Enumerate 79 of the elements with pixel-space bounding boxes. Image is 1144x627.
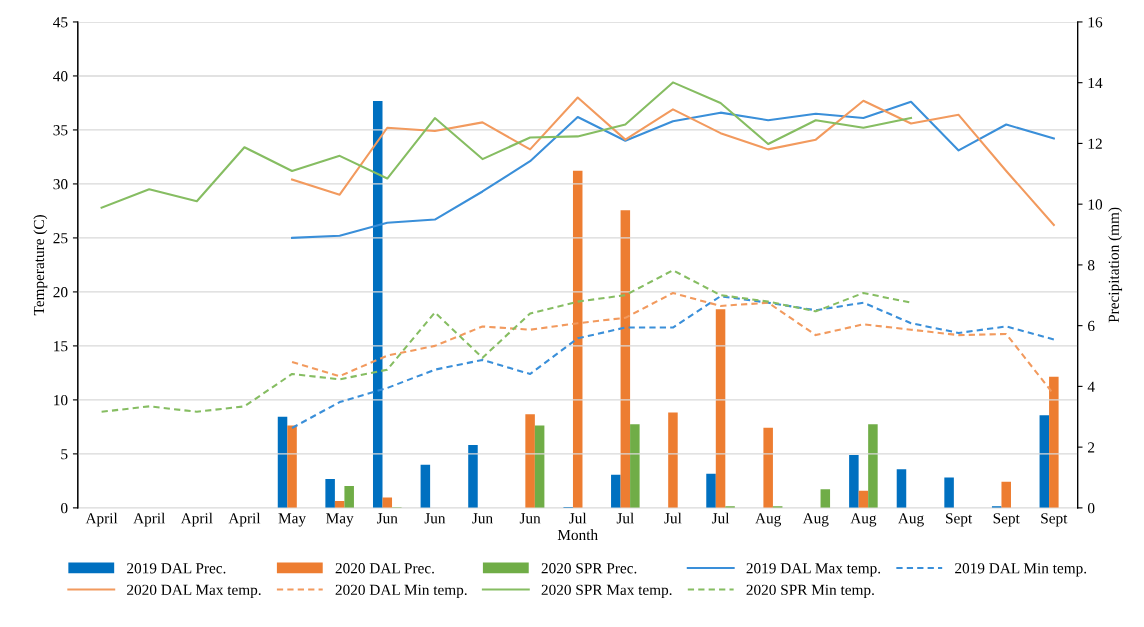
x-tick-label: April (180, 512, 213, 527)
x-tick-label: May (326, 513, 354, 527)
x-axis-title: Month (557, 529, 598, 541)
bar (868, 424, 878, 508)
y-tick-label: 5 (61, 449, 68, 460)
bar (1039, 415, 1050, 508)
x-tick-label: Aug (850, 513, 877, 527)
bar (344, 486, 354, 508)
x-tick-label: Jun (519, 513, 541, 524)
bar (325, 479, 335, 508)
bar (277, 416, 288, 508)
bar (849, 455, 859, 508)
bar (763, 427, 773, 508)
bar (630, 424, 640, 508)
y2-tick-label: 12 (1088, 138, 1102, 149)
y-tick-label: 35 (53, 125, 68, 136)
bar (668, 412, 678, 508)
bar (820, 489, 831, 508)
legend-label: 2020 SPR Max temp. (541, 584, 672, 599)
legend-label: 2019 DAL Min temp. (955, 563, 1087, 577)
bar (287, 425, 297, 508)
y2-tick-label: 14 (1088, 77, 1103, 88)
bar (620, 210, 631, 508)
y-tick-label: 30 (53, 179, 68, 190)
legend-label: 2019 DAL Prec. (127, 563, 226, 574)
y2-tick-label: 0 (1087, 503, 1095, 514)
bar (896, 469, 907, 508)
bar (420, 464, 431, 508)
x-tick-label: Jun (424, 513, 446, 524)
x-tick-label: Sept (1041, 513, 1068, 527)
y2-tick-label: 8 (1087, 260, 1095, 271)
y2-tick-label: 16 (1088, 17, 1103, 28)
bar (944, 477, 954, 508)
x-tick-label: April (228, 512, 261, 527)
line-series (100, 81, 913, 209)
bar (706, 473, 716, 508)
x-tick-label: Aug (755, 513, 782, 527)
legend-label: 2020 DAL Max temp. (127, 584, 261, 599)
y2-tick-label: 6 (1088, 320, 1095, 332)
x-tick-label: Aug (802, 513, 829, 527)
bar (611, 474, 621, 508)
x-tick-label: Sept (993, 513, 1020, 527)
bar (468, 445, 478, 508)
x-tick-label: Jul (664, 512, 682, 524)
x-tick-label: Aug (898, 513, 924, 527)
x-tick-label: Jul (711, 512, 730, 524)
x-tick-label: Jul (616, 512, 634, 524)
x-tick-label: Sept (946, 513, 973, 527)
y2-tick-label: 10 (1088, 199, 1103, 210)
y2-tick-label: 2 (1088, 442, 1095, 453)
y2-tick-label: 4 (1087, 381, 1095, 392)
bar (572, 170, 583, 508)
bar (534, 425, 545, 508)
y2-axis-title: Precipitation (mm) (1108, 207, 1123, 323)
bar (372, 100, 383, 508)
legend-label: 2020 DAL Min temp. (335, 584, 467, 599)
x-tick-label: Jul (569, 512, 587, 524)
x-tick-label: Jun (376, 513, 398, 524)
line-series (291, 295, 1055, 429)
legend-label: 2020 SPR Prec. (541, 563, 637, 574)
y-axis-title: Temperature (C) (33, 215, 48, 316)
bar (715, 309, 726, 508)
x-tick-label: Jun (472, 513, 493, 524)
y-tick-label: 10 (54, 395, 68, 406)
legend-label: 2020 DAL Prec. (335, 563, 434, 574)
x-tick-label: May (278, 513, 306, 527)
y-tick-label: 20 (53, 287, 68, 298)
y-tick-label: 0 (61, 503, 68, 514)
x-tick-label: April (133, 512, 166, 527)
legend-label: 2020 SPR Min temp. (746, 584, 874, 599)
y-tick-label: 45 (53, 17, 68, 28)
x-tick-label: April (85, 512, 118, 527)
bar (1001, 481, 1011, 508)
y-tick-label: 15 (54, 341, 68, 352)
y-tick-label: 25 (53, 233, 68, 244)
bar (1049, 376, 1059, 508)
bar (525, 414, 535, 508)
legend-label: 2019 DAL Max temp. (746, 563, 881, 577)
y-tick-label: 40 (53, 71, 68, 82)
